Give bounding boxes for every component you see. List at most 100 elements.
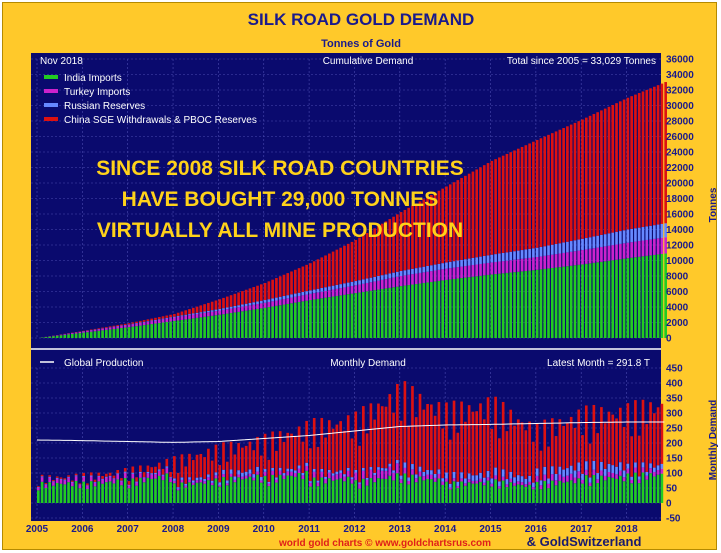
cumulative-bar-segment	[596, 112, 599, 236]
cumulative-bar-segment	[501, 252, 505, 262]
monthly-bar-segment	[407, 477, 411, 481]
monthly-bar-segment	[622, 481, 626, 503]
monthly-bar-segment	[63, 478, 67, 480]
cumulative-bar-segment	[362, 235, 365, 280]
cumulative-bar-segment	[467, 258, 471, 266]
monthly-bar-segment	[584, 405, 588, 462]
cumulative-bar-segment	[653, 254, 656, 338]
bottom-y-tick: 200	[666, 439, 683, 450]
cumulative-bar-segment	[278, 299, 282, 306]
cumulative-bar-segment	[271, 279, 274, 299]
cumulative-bar-segment	[486, 255, 490, 263]
monthly-bar-segment	[426, 403, 429, 470]
monthly-bar-segment	[505, 431, 509, 480]
monthly-bar-segment	[89, 476, 93, 482]
cumulative-bar-segment	[207, 312, 210, 317]
cumulative-bar-segment	[259, 284, 263, 301]
monthly-bar-segment	[316, 446, 320, 481]
monthly-bar-segment	[207, 477, 210, 481]
cumulative-bar-segment	[596, 235, 599, 248]
monthly-bar-segment	[282, 479, 286, 503]
cumulative-bar-segment	[433, 270, 437, 282]
cumulative-bar-segment	[618, 259, 622, 338]
cumulative-bar-segment	[139, 322, 142, 326]
cumulative-bar-segment	[180, 315, 184, 317]
cumulative-bar-segment	[460, 266, 463, 279]
cumulative-bar-segment	[407, 207, 411, 270]
monthly-bar-segment	[569, 480, 573, 503]
monthly-bar-segment	[214, 478, 218, 503]
cumulative-bar-segment	[259, 308, 263, 338]
cumulative-bar-segment	[630, 228, 633, 243]
cumulative-bar-segment	[346, 243, 350, 283]
cumulative-bar-segment	[452, 261, 456, 268]
cumulative-bar-segment	[237, 307, 240, 312]
monthly-bar-segment	[309, 482, 312, 487]
monthly-bar-segment	[165, 458, 169, 467]
cumulative-bar-segment	[101, 328, 104, 331]
cumulative-bar-segment	[603, 108, 607, 235]
cumulative-bar-segment	[558, 267, 562, 338]
cumulative-bar-segment	[569, 265, 573, 338]
chart-title: SILK ROAD GOLD DEMAND	[248, 10, 475, 29]
monthly-bar-segment	[86, 485, 89, 486]
top-y-tick: 18000	[666, 194, 694, 205]
cumulative-bar-segment	[199, 305, 203, 313]
monthly-bar-segment	[399, 475, 403, 480]
cumulative-bar-segment	[316, 292, 320, 299]
monthly-bar-segment	[418, 471, 422, 477]
cumulative-bar-segment	[297, 301, 301, 338]
cumulative-bar-segment	[437, 263, 441, 270]
monthly-bar-segment	[199, 479, 203, 483]
monthly-bar-segment	[505, 479, 509, 485]
monthly-bar-segment	[290, 433, 293, 470]
cumulative-bar-segment	[233, 312, 237, 338]
monthly-bar-segment	[532, 489, 535, 503]
monthly-bar-segment	[501, 401, 505, 470]
cumulative-bar-segment	[637, 93, 641, 228]
monthly-bar-segment	[233, 454, 237, 477]
cumulative-bar-segment	[535, 257, 539, 270]
top-y-tick: 12000	[666, 241, 694, 252]
monthly-bar-segment	[384, 478, 388, 503]
cumulative-bar-segment	[373, 276, 376, 282]
cumulative-bar-segment	[282, 304, 286, 338]
x-tick: 2012	[343, 524, 366, 535]
cumulative-bar-segment	[547, 268, 550, 338]
monthly-bar-segment	[150, 478, 154, 503]
monthly-bar-segment	[188, 453, 191, 478]
monthly-bar-segment	[547, 488, 550, 503]
monthly-bar-segment	[203, 481, 206, 484]
monthly-bar-segment	[653, 472, 656, 477]
monthly-bar-segment	[411, 386, 414, 465]
cumulative-bar-segment	[89, 329, 93, 331]
cumulative-bar-segment	[505, 252, 509, 261]
cumulative-bar-segment	[448, 279, 452, 338]
monthly-bar-segment	[634, 400, 637, 463]
monthly-bar-segment	[320, 417, 324, 469]
monthly-bar-segment	[562, 469, 565, 477]
cumulative-bar-segment	[290, 297, 293, 304]
cumulative-bar-segment	[108, 326, 112, 328]
monthly-bar-segment	[354, 480, 358, 503]
monthly-bar-segment	[566, 481, 569, 503]
cumulative-bar-segment	[600, 110, 603, 235]
cumulative-bar-segment	[350, 241, 354, 282]
cumulative-bar-segment	[271, 301, 274, 307]
cumulative-bar-segment	[157, 319, 161, 320]
cumulative-bar-segment	[532, 257, 535, 271]
cumulative-bar-segment	[320, 298, 324, 338]
x-tick: 2011	[298, 524, 320, 535]
cumulative-bar-segment	[460, 278, 463, 338]
monthly-bar-segment	[535, 475, 539, 482]
monthly-bar-segment	[486, 477, 490, 481]
monthly-bar-segment	[407, 480, 411, 485]
monthly-bar-segment	[123, 468, 127, 472]
monthly-bar-segment	[475, 483, 479, 503]
cumulative-bar-segment	[407, 274, 411, 286]
cumulative-bar-segment	[581, 250, 584, 265]
monthly-bar-segment	[67, 477, 70, 483]
cumulative-bar-segment	[278, 305, 282, 338]
monthly-bar-segment	[554, 473, 558, 481]
monthly-bar-segment	[150, 473, 154, 475]
